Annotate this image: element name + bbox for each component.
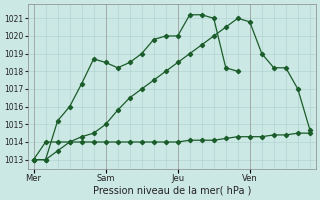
X-axis label: Pression niveau de la mer( hPa ): Pression niveau de la mer( hPa ) [92, 186, 251, 196]
